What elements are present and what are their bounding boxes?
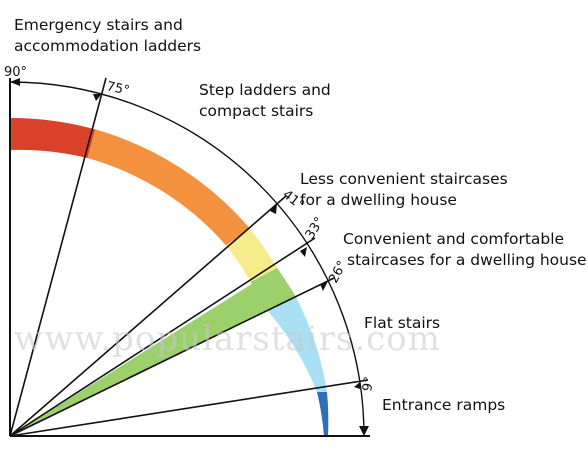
band-step-ladders [87, 129, 251, 246]
comfortable-wedge [10, 268, 296, 436]
axes [9, 78, 370, 437]
arc-arrowheads [10, 78, 369, 436]
label-comfortable-line1: Convenient and comfortable [343, 230, 564, 248]
angle-arc [9, 81, 365, 437]
label-less-convenient-line1: Less convenient staircases [300, 170, 508, 188]
label-flat-stairs: Flat stairs [364, 314, 440, 332]
angle-label-9: 9° [360, 376, 377, 393]
angle-label-75: 75° [105, 79, 131, 98]
label-emergency-line2: accommodation ladders [14, 37, 201, 55]
arrowhead-33 [300, 247, 307, 257]
arrowhead-0 [359, 426, 369, 436]
band-ramps [317, 392, 329, 436]
line-75 [9, 77, 107, 437]
band-flat [266, 297, 327, 392]
band-emergency [10, 117, 96, 159]
label-less-convenient-line2: for a dwelling house [300, 191, 457, 209]
line-33 [9, 237, 316, 437]
arrowhead-41 [270, 204, 277, 214]
label-entrance-ramps: Entrance ramps [382, 396, 505, 414]
line-26 [9, 277, 335, 437]
label-emergency-line1: Emergency stairs and [14, 16, 183, 34]
arrowhead-75 [93, 94, 102, 101]
watermark: www.popularstairs.com [14, 319, 441, 359]
angle-label-33: 33° [303, 215, 328, 242]
angle-label-90: 90° [4, 65, 27, 80]
label-step-ladders-line2: compact stairs [199, 102, 313, 120]
arrowhead-90 [10, 78, 20, 86]
line-9 [9, 379, 369, 437]
outer-arc [9, 81, 365, 437]
arrowhead-9 [354, 382, 360, 389]
label-step-ladders-line1: Step ladders and [199, 81, 331, 99]
band-less-convenient [226, 228, 277, 282]
line-41 [9, 195, 287, 437]
angle-lines [9, 77, 369, 437]
label-comfortable-line2: staircases for a dwelling house [347, 251, 587, 269]
